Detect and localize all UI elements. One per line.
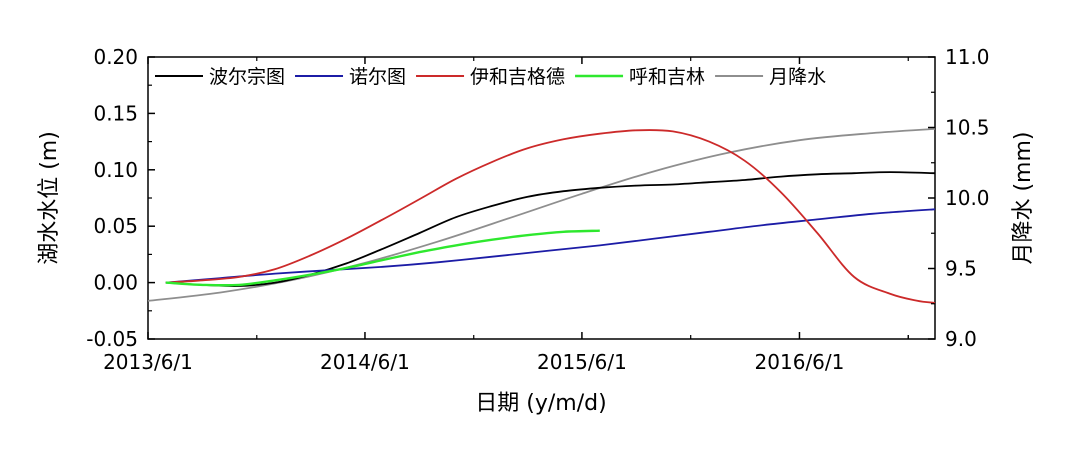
plot-frame	[147, 56, 936, 340]
y-left-tick-label: 0.05	[93, 214, 138, 238]
y-right-tick-label: 9.0	[945, 327, 977, 351]
series-line-1	[165, 208, 936, 284]
y-axis-right: 9.0 9.5 10.0 10.5 11.0	[928, 45, 990, 351]
y-right-tick-label: 10.5	[945, 116, 990, 140]
y-right-tick-label: 11.0	[945, 45, 990, 69]
x-tick-label: 2016/6/1	[755, 350, 845, 374]
y-left-tick-label: 0.10	[93, 158, 138, 182]
x-tick-label: 2015/6/1	[537, 350, 627, 374]
series-line-3	[165, 229, 600, 287]
series-line-0	[165, 171, 936, 287]
y-axis-left: -0.05 0.00 0.05 0.10 0.15 0.20	[86, 45, 155, 351]
x-axis: 2013/6/1 2014/6/1 2015/6/1 2016/6/1	[103, 57, 909, 374]
legend-label-0: 波尔宗图	[209, 66, 285, 88]
x-tick-label: 2013/6/1	[103, 350, 193, 374]
legend-label-3: 呼和吉林	[629, 66, 705, 88]
y-left-tick-label: 0.00	[93, 271, 138, 295]
legend-label-2: 伊和吉格德	[470, 66, 565, 88]
legend-label-4: 月降水	[769, 66, 826, 88]
x-axis-title: 日期 (y/m/d)	[475, 391, 606, 416]
y-right-tick-label: 10.0	[945, 186, 990, 210]
y-left-tick-label: -0.05	[86, 327, 138, 351]
y-left-tick-label: 0.20	[93, 45, 138, 69]
legend: 波尔宗图 诺尔图 伊和吉格德 呼和吉林 月降水	[155, 66, 826, 88]
series-layer	[147, 128, 936, 304]
y-axis-left-title: 湖水水位 (m)	[37, 131, 62, 265]
y-left-tick-label: 0.15	[93, 101, 138, 125]
y-right-tick-label: 9.5	[945, 257, 977, 281]
y-axis-right-title: 月降水 (mm)	[1011, 131, 1036, 264]
x-tick-label: 2014/6/1	[320, 350, 410, 374]
series-line-2	[165, 129, 936, 304]
legend-label-1: 诺尔图	[349, 66, 406, 88]
